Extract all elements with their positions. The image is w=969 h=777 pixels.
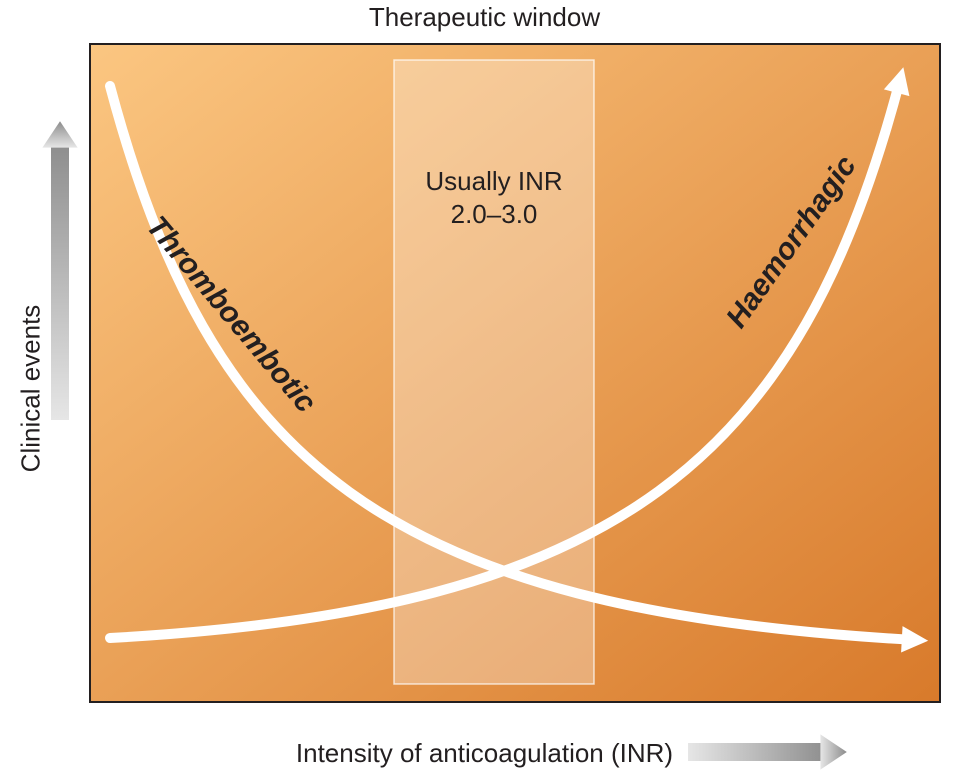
therapeutic-window-label: Usually INR 2.0–3.0 bbox=[394, 165, 594, 230]
window-label-line1: Usually INR bbox=[425, 166, 562, 196]
x-axis-label: Intensity of anticoagulation (INR) bbox=[0, 738, 969, 769]
y-axis-label-text: Clinical events bbox=[16, 305, 47, 473]
chart-stage: Therapeutic window Clinical events Inten… bbox=[0, 0, 969, 777]
y-axis-label: Clinical events bbox=[16, 0, 46, 777]
window-label-line2: 2.0–3.0 bbox=[451, 199, 538, 229]
y-axis-arrow-icon bbox=[42, 121, 77, 420]
chart-svg bbox=[0, 0, 969, 777]
chart-title: Therapeutic window bbox=[0, 2, 969, 33]
